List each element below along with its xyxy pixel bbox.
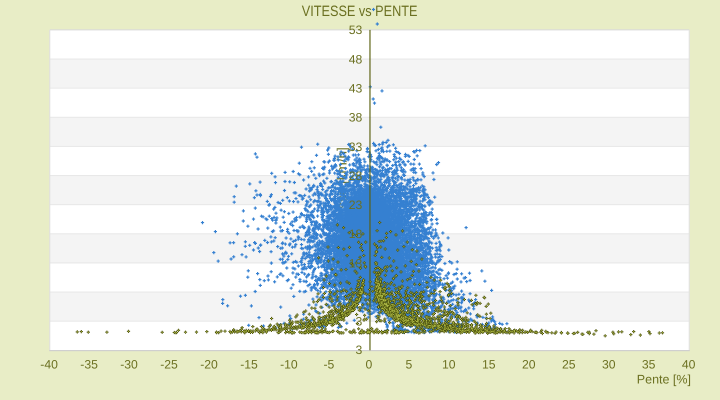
svg-text:-35: -35 [80,358,98,372]
svg-text:53: 53 [349,23,363,37]
svg-text:43: 43 [349,82,363,96]
svg-text:35: 35 [642,358,656,372]
svg-text:23: 23 [349,198,363,212]
svg-text:40: 40 [682,358,696,372]
svg-text:33: 33 [349,140,363,154]
svg-text:-20: -20 [200,358,218,372]
svg-text:-25: -25 [160,358,178,372]
svg-text:20: 20 [522,358,536,372]
svg-text:48: 48 [349,52,363,66]
svg-text:VITESSE vs PENTE: VITESSE vs PENTE [302,3,418,20]
svg-text:18: 18 [349,227,363,241]
svg-text:30: 30 [602,358,616,372]
svg-text:Pente [%]: Pente [%] [637,373,691,387]
svg-text:-15: -15 [240,358,258,372]
svg-text:-10: -10 [280,358,298,372]
svg-text:28: 28 [349,169,363,183]
svg-text:25: 25 [562,358,576,372]
svg-text:3: 3 [356,343,363,357]
svg-text:10: 10 [442,358,456,372]
svg-text:0: 0 [366,358,373,372]
svg-text:-40: -40 [40,358,58,372]
svg-text:-5: -5 [323,358,334,372]
svg-text:38: 38 [349,111,363,125]
svg-text:15: 15 [482,358,496,372]
svg-text:-30: -30 [120,358,138,372]
svg-text:5: 5 [406,358,413,372]
svg-text:3: 3 [356,315,363,329]
